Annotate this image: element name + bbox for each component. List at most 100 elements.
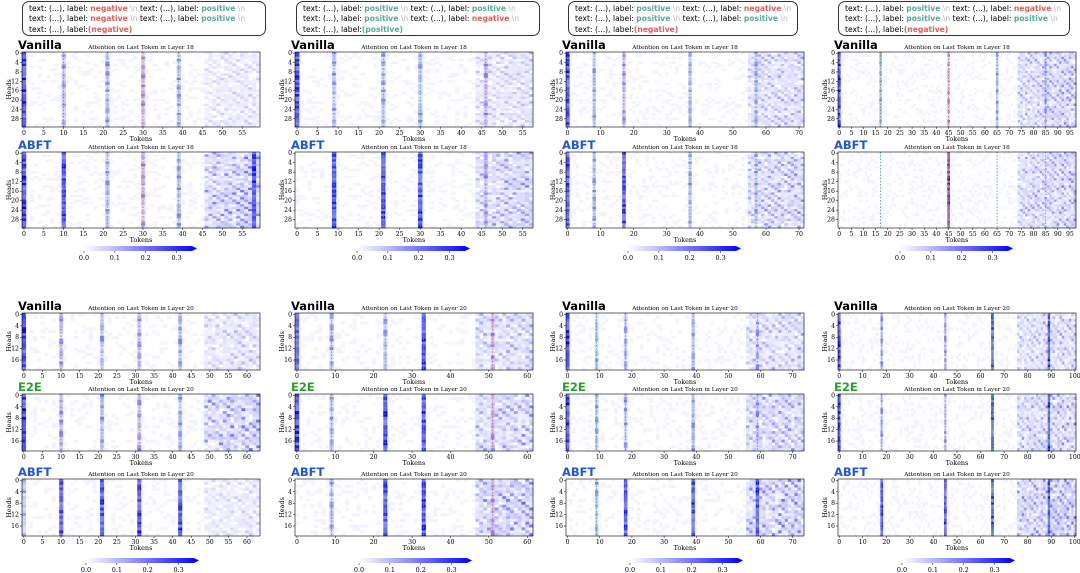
- heatmap-cell: [516, 206, 521, 210]
- heatmap-cell: [438, 80, 444, 83]
- heatmap-cell: [163, 405, 168, 409]
- x-axis-label: Tokens: [130, 236, 153, 244]
- heatmap-cell: [204, 510, 209, 514]
- heatmap-cell: [479, 163, 485, 167]
- heatmap-cell: [340, 61, 345, 65]
- heatmap-cell: [137, 182, 142, 186]
- heatmap-cell: [475, 156, 480, 160]
- heatmap-cell: [211, 396, 216, 400]
- heatmap-cell: [224, 178, 229, 181]
- heatmap-cell: [500, 187, 505, 191]
- heatmap-cell: [212, 122, 217, 125]
- heatmap-cell: [62, 448, 67, 452]
- heatmap-cell: [232, 168, 237, 172]
- heatmap-cell: [450, 73, 456, 76]
- heatmap-cell: [233, 431, 238, 435]
- heatmap-cell: [252, 213, 257, 217]
- heatmap-cell: [315, 101, 320, 104]
- heatmap-cell: [200, 332, 205, 337]
- heatmap-cell: [496, 223, 501, 226]
- heatmap-cell: [475, 211, 480, 215]
- heatmap-cell: [222, 355, 227, 359]
- heatmap-cell: [336, 115, 341, 118]
- heatmap-cell: [207, 487, 212, 491]
- heatmap-cell: [252, 484, 257, 488]
- heatmap-cell: [256, 332, 261, 337]
- heatmap-cell: [327, 216, 333, 219]
- heatmap-cell: [516, 216, 521, 219]
- heatmap-cell: [85, 87, 90, 90]
- heatmap-cell: [252, 80, 257, 83]
- heatmap-cell: [248, 225, 253, 229]
- heatmap-cell: [487, 61, 493, 65]
- heatmap-cell: [524, 68, 530, 72]
- heatmap-cell: [216, 190, 221, 193]
- heatmap-cell: [222, 313, 227, 317]
- heatmap-cell: [418, 68, 423, 72]
- heatmap-cell: [226, 355, 231, 359]
- heatmap-cell: [212, 124, 217, 128]
- heatmap-cell: [85, 352, 90, 357]
- heatmap-cell: [208, 101, 213, 104]
- heatmap-cell: [220, 89, 225, 93]
- heatmap-cell: [220, 115, 225, 118]
- heatmap-cell: [504, 173, 509, 177]
- heatmap-cell: [237, 324, 242, 328]
- heatmap-cell: [487, 209, 493, 212]
- heatmap-cell: [22, 117, 27, 121]
- heatmap-cell: [241, 411, 246, 415]
- heatmap-cell: [22, 115, 27, 118]
- heatmap-cell: [230, 355, 235, 359]
- heatmap-cell: [100, 327, 105, 331]
- heatmap-cell: [372, 115, 378, 118]
- heatmap-cell: [29, 330, 34, 334]
- heatmap-cell: [393, 204, 398, 207]
- heatmap-cell: [236, 171, 241, 174]
- heatmap-cell: [228, 152, 233, 155]
- heatmap-cell: [418, 159, 423, 162]
- heatmap-cell: [159, 416, 164, 420]
- heatmap-cell: [524, 59, 530, 62]
- heatmap-cell: [372, 152, 378, 155]
- heatmap-cell: [212, 166, 217, 169]
- heatmap-cell: [204, 313, 209, 317]
- heatmap-cell: [303, 171, 308, 174]
- heatmap-cell: [155, 487, 160, 491]
- heatmap-cell: [479, 225, 485, 229]
- heatmap-cell: [516, 225, 521, 229]
- heatmap-cell: [133, 173, 138, 177]
- heatmap-cell: [97, 124, 102, 128]
- heatmap-cell: [241, 344, 246, 348]
- heatmap-cell: [224, 96, 229, 100]
- heatmap-cell: [500, 218, 505, 222]
- heatmap-cell: [500, 182, 505, 186]
- heatmap-cell: [224, 220, 229, 224]
- heatmap-cell: [224, 87, 229, 90]
- heatmap-cell: [152, 108, 158, 111]
- heatmap-cell: [212, 75, 217, 79]
- heatmap-cell: [29, 199, 35, 203]
- x-tick-label: 30: [131, 539, 139, 546]
- heatmap-cell: [193, 442, 198, 446]
- heatmap-cell: [22, 225, 27, 229]
- heatmap-cell: [241, 408, 246, 412]
- x-tick-label: 0: [22, 231, 26, 238]
- heatmap-cell: [295, 115, 300, 118]
- heatmap-cell: [219, 527, 224, 531]
- heatmap-cell: [409, 82, 415, 86]
- heatmap-cell: [241, 313, 246, 317]
- heatmap-cell: [450, 171, 456, 174]
- heatmap-cell: [463, 199, 468, 203]
- heatmap-cell: [245, 530, 250, 534]
- heatmap-cell: [516, 54, 521, 57]
- heatmap-cell: [216, 168, 221, 172]
- heatmap-cell: [196, 194, 201, 198]
- heatmap-cell: [44, 425, 49, 429]
- x-tick-label: 10: [60, 130, 68, 137]
- heatmap-cell: [244, 68, 249, 72]
- heatmap-cell: [434, 68, 439, 72]
- heatmap-cell: [516, 91, 521, 95]
- heatmap-cell: [226, 507, 231, 511]
- heatmap-cell: [48, 344, 53, 348]
- heatmap-cell: [159, 350, 164, 354]
